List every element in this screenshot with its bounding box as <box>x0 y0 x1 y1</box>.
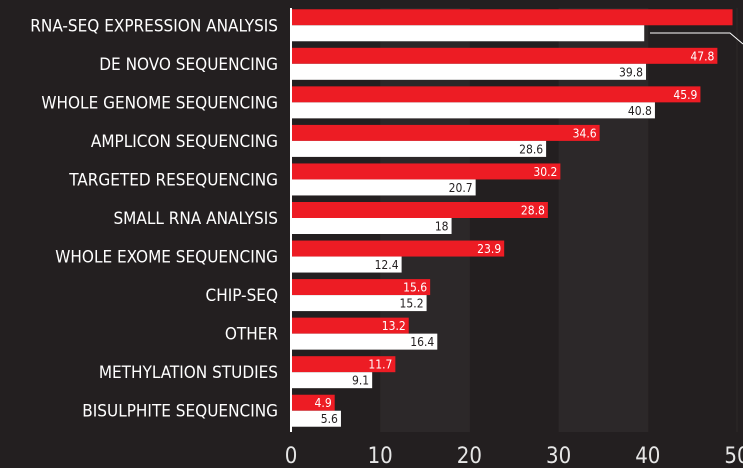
category-label: CHIP-SEQ <box>206 286 278 306</box>
bar <box>291 356 396 373</box>
value-label: 28.8 <box>521 204 545 218</box>
bar <box>291 333 438 350</box>
category-label: WHOLE EXOME SEQUENCING <box>55 248 278 268</box>
value-label: 13.2 <box>382 319 406 333</box>
bar <box>291 9 733 26</box>
value-label: 39.8 <box>619 65 643 79</box>
value-label: 11.7 <box>368 358 392 372</box>
bar <box>291 63 647 80</box>
value-label: 16.4 <box>410 335 434 349</box>
x-tick-label: 0 <box>285 444 298 468</box>
bar <box>291 25 645 42</box>
value-label: 4.9 <box>315 396 332 410</box>
bar <box>291 163 561 180</box>
bar <box>291 295 427 312</box>
category-label: TARGETED RESEQUENCING <box>68 170 278 190</box>
value-label: 23.9 <box>477 242 501 256</box>
bar <box>291 279 431 296</box>
category-label: DE NOVO SEQUENCING <box>99 55 278 75</box>
bar <box>291 86 701 103</box>
value-label: 15.2 <box>400 297 424 311</box>
x-tick-label: 40 <box>635 444 660 468</box>
category-label: RNA-SEQ EXPRESSION ANALYSIS <box>30 16 278 36</box>
x-tick-label: 20 <box>457 444 482 468</box>
value-label: 30.2 <box>533 165 557 179</box>
category-label: BISULPHITE SEQUENCING <box>82 402 278 422</box>
bar <box>291 256 402 273</box>
bar <box>291 102 655 119</box>
value-label: 47.8 <box>690 49 714 63</box>
bar <box>291 240 505 257</box>
category-label: SMALL RNA ANALYSIS <box>113 209 278 229</box>
x-tick-label: 10 <box>368 444 393 468</box>
value-label: 28.6 <box>519 142 543 156</box>
value-label: 20.7 <box>449 181 473 195</box>
value-label: 18 <box>435 220 449 234</box>
value-label: 45.9 <box>673 88 697 102</box>
bar <box>291 47 718 64</box>
bar <box>291 202 548 218</box>
callout-line <box>650 32 743 45</box>
bar <box>291 179 476 196</box>
bar <box>291 394 335 411</box>
value-label: 5.6 <box>321 412 338 426</box>
x-tick-label: 30 <box>546 444 571 468</box>
bar <box>291 124 600 141</box>
bar <box>291 317 409 334</box>
category-label: WHOLE GENOME SEQUENCING <box>41 93 278 113</box>
category-label: AMPLICON SEQUENCING <box>91 132 278 152</box>
value-label: 15.6 <box>403 281 427 295</box>
category-label: METHYLATION STUDIES <box>99 363 278 383</box>
bar <box>291 218 452 234</box>
value-label: 34.6 <box>573 126 597 140</box>
value-label: 40.8 <box>628 104 652 118</box>
value-label: 9.1 <box>352 374 369 388</box>
bar <box>291 410 341 427</box>
x-tick-label: 50 <box>724 444 743 468</box>
bar <box>291 372 373 389</box>
value-label: 12.4 <box>375 258 399 272</box>
bar <box>291 140 547 157</box>
category-label: OTHER <box>225 325 279 345</box>
